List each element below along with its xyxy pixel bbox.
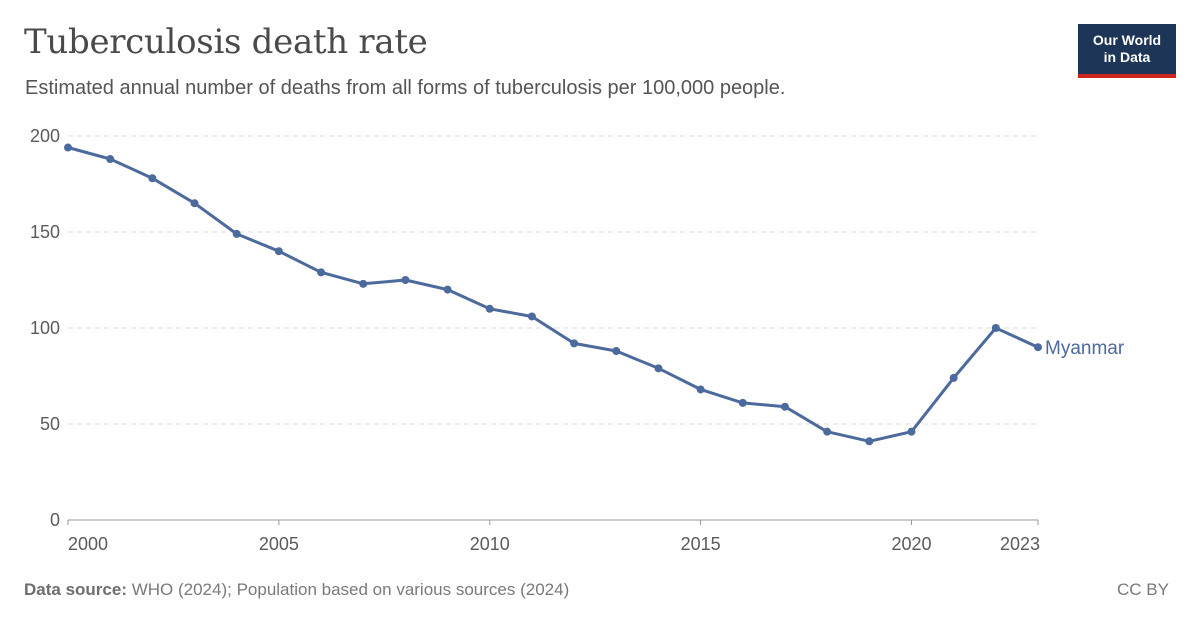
owid-logo[interactable]: Our World in Data bbox=[1078, 24, 1176, 78]
data-point[interactable] bbox=[1034, 343, 1042, 352]
logo-line-2: in Data bbox=[1103, 49, 1151, 65]
data-point[interactable] bbox=[696, 385, 705, 394]
data-point[interactable] bbox=[738, 398, 747, 407]
series-lines bbox=[66, 146, 1040, 443]
data-point[interactable] bbox=[823, 427, 832, 436]
data-point[interactable] bbox=[274, 247, 283, 256]
data-source: Data source: WHO (2024); Population base… bbox=[24, 580, 569, 600]
data-point[interactable] bbox=[907, 427, 916, 436]
data-point[interactable] bbox=[485, 304, 494, 313]
x-tick-label: 2023 bbox=[1000, 534, 1040, 554]
chart-subtitle: Estimated annual number of deaths from a… bbox=[25, 77, 786, 99]
y-tick-label: 0 bbox=[50, 510, 60, 530]
data-point[interactable] bbox=[190, 199, 199, 208]
data-point[interactable] bbox=[780, 402, 789, 411]
data-point[interactable] bbox=[317, 268, 326, 277]
data-point[interactable] bbox=[865, 437, 874, 446]
data-point[interactable] bbox=[654, 364, 663, 373]
logo-line-1: Our World bbox=[1092, 32, 1162, 48]
data-point[interactable] bbox=[359, 279, 368, 288]
y-tick-label: 50 bbox=[40, 414, 60, 434]
series-line-myanmar[interactable] bbox=[66, 146, 1040, 443]
data-source-label: Data source: bbox=[24, 580, 127, 599]
data-source-text: WHO (2024); Population based on various … bbox=[131, 580, 570, 599]
grid-lines bbox=[68, 135, 1038, 425]
x-tick-label: 2000 bbox=[68, 534, 108, 554]
data-point[interactable] bbox=[148, 174, 157, 183]
y-tick-label: 200 bbox=[30, 126, 60, 146]
data-point[interactable] bbox=[232, 229, 241, 238]
data-point[interactable] bbox=[527, 312, 536, 321]
data-point[interactable] bbox=[949, 373, 958, 382]
y-tick-label: 100 bbox=[30, 318, 60, 338]
series-label-myanmar: Myanmar bbox=[1045, 338, 1125, 359]
data-point[interactable] bbox=[64, 143, 72, 152]
y-tick-label: 150 bbox=[30, 222, 60, 242]
chart-title: Tuberculosis death rate bbox=[24, 22, 428, 62]
x-axis: 2000 2005 2010 2015 2020 2023 bbox=[67, 519, 1040, 554]
data-point[interactable] bbox=[612, 347, 621, 356]
data-point[interactable] bbox=[570, 339, 579, 348]
data-point[interactable] bbox=[443, 285, 452, 294]
license-link[interactable]: CC BY bbox=[1117, 580, 1169, 599]
data-point[interactable] bbox=[991, 324, 1000, 332]
data-point[interactable] bbox=[401, 276, 410, 284]
series-points bbox=[64, 143, 1042, 446]
x-tick-label: 2005 bbox=[259, 534, 299, 554]
y-axis-labels: 0 50 100 150 200 bbox=[30, 126, 60, 530]
x-tick-label: 2015 bbox=[681, 534, 721, 554]
series-labels: Myanmar bbox=[1045, 338, 1125, 359]
data-point[interactable] bbox=[106, 155, 115, 164]
x-tick-label: 2010 bbox=[470, 534, 510, 554]
x-tick-label: 2020 bbox=[891, 534, 931, 554]
